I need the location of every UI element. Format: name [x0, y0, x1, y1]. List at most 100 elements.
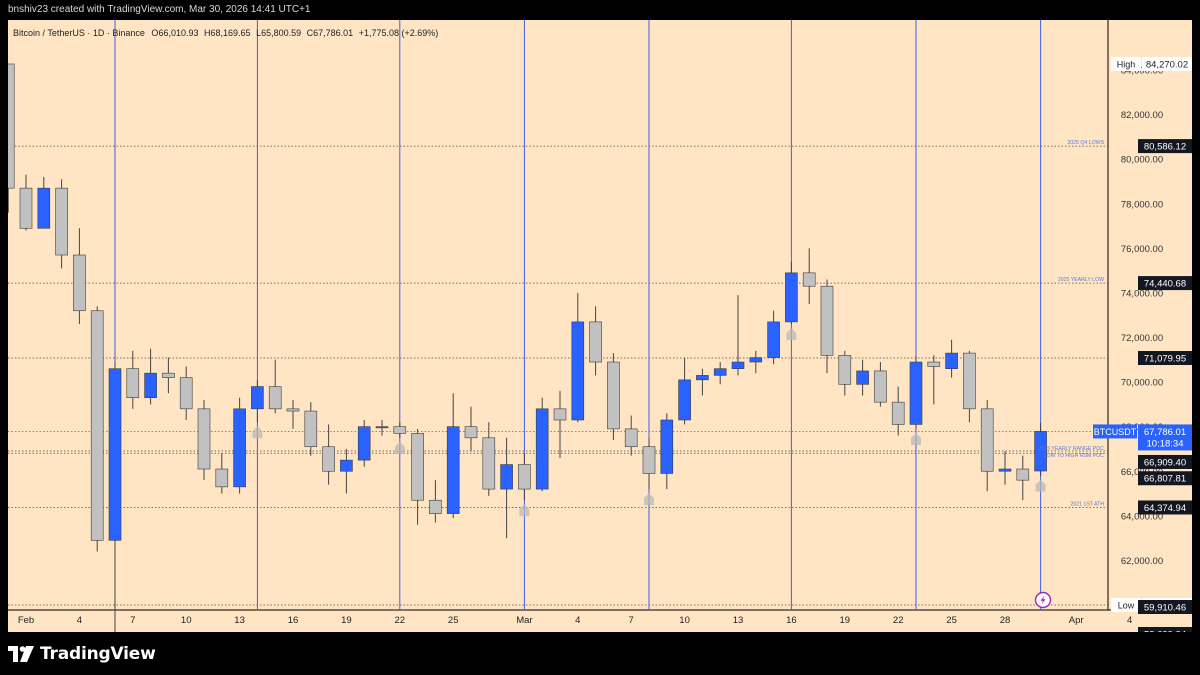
candle-6[interactable]: [108, 362, 122, 632]
candle-2[interactable]: [37, 177, 51, 229]
legend-high-label: H: [204, 28, 211, 38]
candle-20[interactable]: [357, 419, 371, 467]
candle-body-5: [90, 310, 104, 541]
candle-body-24: [429, 499, 442, 514]
candle-body-29: [518, 464, 531, 490]
candle-16[interactable]: [286, 399, 300, 429]
candle-29[interactable]: [518, 453, 531, 501]
candle-body-7: [126, 368, 140, 398]
alert-icon[interactable]: [1034, 591, 1052, 609]
candle-51[interactable]: [909, 355, 923, 429]
candle-21[interactable]: [375, 419, 389, 436]
candle-33[interactable]: [589, 306, 602, 376]
candle-49[interactable]: [874, 362, 887, 407]
candle-50[interactable]: [891, 386, 905, 436]
candle-12[interactable]: [215, 453, 229, 494]
candle-body-2: [37, 187, 51, 229]
candle-58[interactable]: [1034, 422, 1047, 476]
y-tick-label: 74,000.00: [1121, 288, 1163, 299]
candle-31[interactable]: [553, 391, 567, 458]
candle-body-49: [874, 370, 887, 403]
candle-39[interactable]: [696, 368, 709, 396]
level-annotation: 2021 1ST ATH: [1070, 501, 1104, 507]
candle-7[interactable]: [126, 350, 140, 409]
candle-19[interactable]: [340, 448, 353, 494]
candle-32[interactable]: [571, 292, 585, 423]
candle-42[interactable]: [749, 350, 763, 374]
candle-3[interactable]: [55, 179, 68, 269]
candle-55[interactable]: [980, 399, 994, 492]
candle-35[interactable]: [624, 415, 638, 456]
candle-41[interactable]: [731, 295, 745, 376]
candle-11[interactable]: [197, 399, 211, 481]
candle-body-0: [8, 63, 15, 189]
candle-body-36: [642, 446, 656, 474]
candle-body-39: [696, 375, 709, 381]
candle-46[interactable]: [820, 279, 834, 374]
time-axis-background[interactable]: [8, 610, 1192, 632]
candle-27[interactable]: [482, 422, 496, 496]
x-tick-label: 13: [234, 615, 245, 626]
x-tick-label: Feb: [18, 615, 34, 626]
candle-5[interactable]: [90, 306, 104, 552]
candle-45[interactable]: [802, 248, 816, 305]
candle-body-46: [820, 285, 834, 356]
candle-23[interactable]: [411, 428, 424, 525]
candle-36[interactable]: [642, 437, 656, 490]
candle-body-41: [731, 361, 745, 370]
legend-high: 68,169.65: [211, 28, 251, 38]
candle-34[interactable]: [607, 353, 620, 441]
candle-28[interactable]: [500, 437, 513, 539]
candle-30[interactable]: [535, 397, 549, 492]
candle-25[interactable]: [446, 393, 460, 519]
candle-4[interactable]: [73, 228, 86, 325]
candle-48[interactable]: [856, 359, 869, 396]
candle-56[interactable]: [998, 451, 1012, 485]
price-tag-value: 59,910.46: [1144, 602, 1186, 613]
price-tag-box: [1138, 500, 1192, 515]
candle-8[interactable]: [144, 348, 157, 405]
brand-logo[interactable]: TradingView: [8, 640, 156, 668]
candle-10[interactable]: [179, 366, 193, 420]
candle-43[interactable]: [767, 310, 780, 365]
candle-52[interactable]: [927, 355, 941, 405]
candle-18[interactable]: [322, 424, 335, 485]
candle-57[interactable]: [1016, 455, 1030, 501]
candle-body-16: [286, 408, 300, 412]
y-tick-label: 82,000.00: [1121, 110, 1163, 121]
candle-24[interactable]: [429, 480, 442, 523]
candle-54[interactable]: [963, 350, 976, 423]
candle-body-8: [144, 372, 157, 398]
legend[interactable]: Bitcoin / TetherUS · 1D · Binance O66,01…: [13, 28, 438, 38]
x-tick-label: 25: [946, 615, 957, 626]
candle-0[interactable]: [8, 63, 15, 213]
price-chart[interactable]: 2025 Q4 LOWS 2025 YEARLY LOW 2025 YEARLY R…: [8, 20, 1192, 632]
candle-44[interactable]: [785, 261, 798, 325]
candle-body-51: [909, 361, 923, 425]
x-tick-label: 25: [448, 615, 459, 626]
legend-low: 65,800.59: [261, 28, 301, 38]
x-tick-label: 28: [1000, 615, 1011, 626]
y-tick-label: 72,000.00: [1121, 333, 1163, 344]
candle-47[interactable]: [838, 350, 852, 396]
candle-15[interactable]: [268, 359, 282, 414]
candle-40[interactable]: [713, 362, 727, 385]
legend-close: 67,786.01: [313, 28, 353, 38]
candle-37[interactable]: [660, 413, 674, 490]
price-tag-box: [1138, 454, 1192, 469]
candle-17[interactable]: [304, 402, 318, 456]
candle-body-33: [589, 321, 602, 363]
candle-13[interactable]: [233, 397, 246, 494]
legend-open: 66,010.93: [158, 28, 198, 38]
candle-26[interactable]: [464, 406, 478, 452]
candle-9[interactable]: [162, 357, 175, 394]
candle-38[interactable]: [678, 357, 691, 425]
candle-1[interactable]: [19, 174, 33, 231]
candle-14[interactable]: [251, 379, 264, 423]
candle-body-57: [1016, 468, 1030, 481]
candle-body-58: [1034, 431, 1047, 472]
candle-53[interactable]: [945, 339, 958, 378]
candle-22[interactable]: [393, 422, 407, 438]
candle-body-45: [802, 272, 816, 287]
